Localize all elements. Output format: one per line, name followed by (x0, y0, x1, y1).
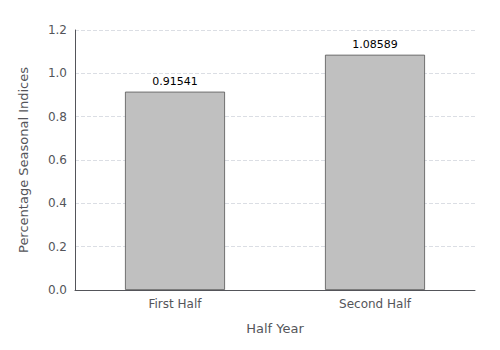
svg-text:1.08589: 1.08589 (352, 38, 398, 51)
svg-text:Percentage Seasonal Indices: Percentage Seasonal Indices (16, 67, 31, 253)
svg-text:Second Half: Second Half (339, 297, 412, 311)
svg-text:0.2: 0.2 (48, 240, 67, 254)
svg-text:First Half: First Half (148, 297, 202, 311)
svg-text:Half Year: Half Year (246, 321, 304, 336)
svg-text:0.4: 0.4 (48, 196, 67, 210)
svg-text:0.0: 0.0 (48, 283, 67, 297)
svg-text:0.91541: 0.91541 (152, 75, 198, 88)
svg-text:0.8: 0.8 (48, 110, 67, 124)
svg-text:1.0: 1.0 (48, 66, 67, 80)
svg-text:1.2: 1.2 (48, 23, 67, 37)
svg-text:0.6: 0.6 (48, 153, 67, 167)
